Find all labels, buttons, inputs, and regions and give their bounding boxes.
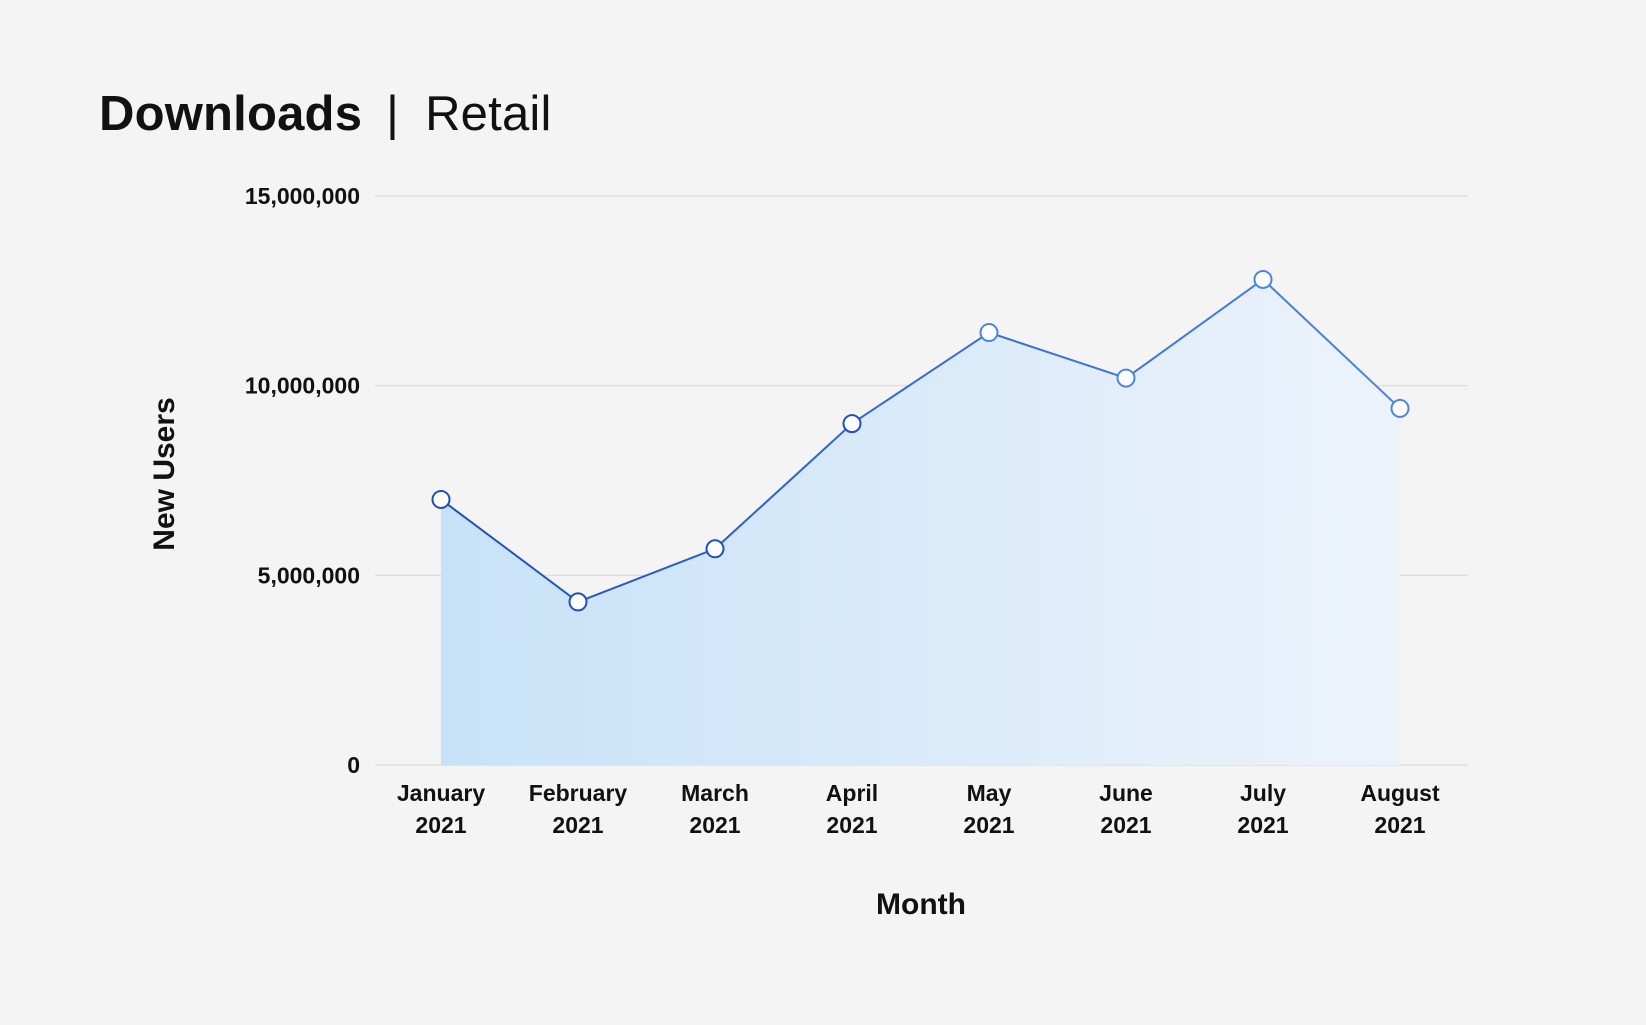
data-point — [842, 414, 862, 434]
y-tick-label: 10,000,000 — [245, 373, 360, 399]
x-tick-year: 2021 — [1374, 812, 1425, 838]
x-tick-month: August — [1360, 780, 1440, 806]
marker-layer — [431, 269, 1410, 612]
x-tick-month: February — [529, 780, 628, 806]
data-point — [431, 489, 451, 509]
x-tick-year: 2021 — [1100, 812, 1151, 838]
x-tick-label: May 2021 — [963, 780, 1014, 838]
x-tick-year: 2021 — [552, 812, 603, 838]
x-tick-year: 2021 — [963, 812, 1014, 838]
line-layer — [440, 278, 1401, 603]
chart-title: Downloads | Retail — [99, 78, 552, 150]
data-point — [705, 539, 725, 559]
x-axis-ticks: January 2021 February 2021 March 2021 April 202… — [397, 780, 1440, 838]
chart-title-sub: Retail — [425, 87, 552, 141]
x-tick-label: February 2021 — [529, 780, 628, 838]
y-tick-label: 5,000,000 — [258, 562, 360, 588]
x-tick-label: March 2021 — [681, 780, 749, 838]
x-tick-month: March — [681, 780, 749, 806]
y-tick-label: 0 — [347, 752, 360, 778]
data-point — [1116, 368, 1136, 388]
x-tick-year: 2021 — [1237, 812, 1288, 838]
x-tick-label: August 2021 — [1360, 780, 1440, 838]
x-tick-year: 2021 — [826, 812, 877, 838]
chart-title-main: Downloads — [99, 87, 363, 141]
x-tick-year: 2021 — [689, 812, 740, 838]
area-fill — [441, 279, 1400, 765]
x-tick-month: June — [1099, 780, 1153, 806]
x-tick-year: 2021 — [415, 812, 466, 838]
data-point — [1253, 269, 1273, 289]
x-tick-month: January — [397, 780, 485, 806]
area-layer — [441, 279, 1400, 765]
data-point — [1390, 398, 1410, 418]
x-tick-label: July 2021 — [1237, 780, 1288, 838]
series-line — [440, 278, 1401, 603]
y-tick-label: 15,000,000 — [245, 183, 360, 209]
y-axis-label: New Users — [148, 397, 181, 550]
chart-title-separator: | — [386, 87, 400, 141]
y-axis-ticks: 0 5,000,000 10,000,000 15,000,000 — [245, 183, 360, 778]
data-point — [568, 592, 588, 612]
x-tick-label: January 2021 — [397, 780, 485, 838]
data-point — [979, 323, 999, 343]
x-tick-month: May — [967, 780, 1012, 806]
x-tick-month: April — [826, 780, 878, 806]
x-axis-label: Month — [876, 888, 966, 921]
x-tick-label: April 2021 — [826, 780, 878, 838]
x-tick-month: July — [1240, 780, 1286, 806]
x-tick-label: June 2021 — [1099, 780, 1153, 838]
